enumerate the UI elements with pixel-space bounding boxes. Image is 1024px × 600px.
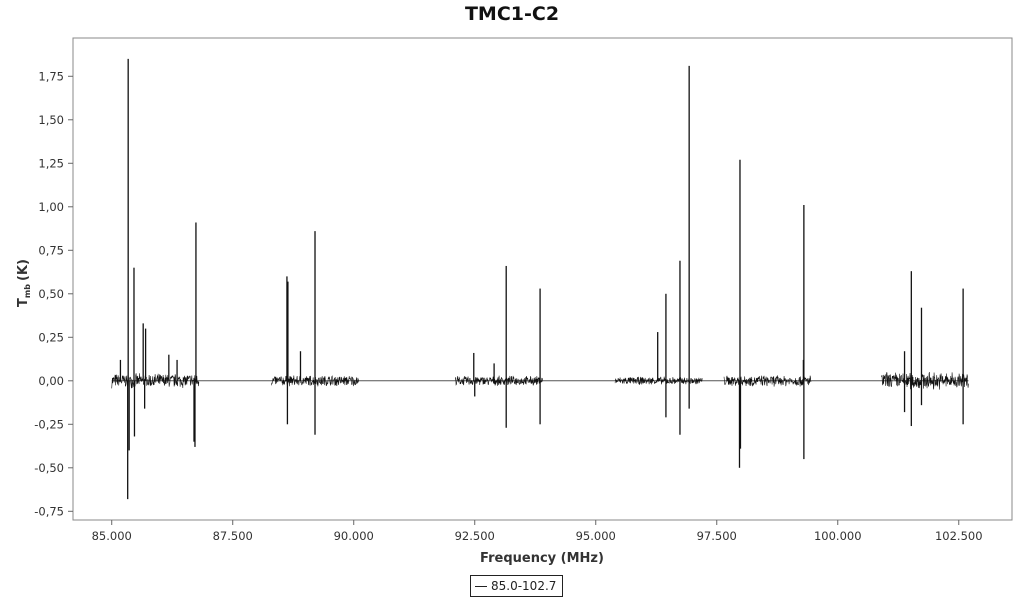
- legend-label: 85.0-102.7: [491, 579, 557, 593]
- noise-segment: [111, 373, 200, 389]
- x-tick-label: 95.000: [576, 529, 616, 543]
- y-axis-label: Tmb (K): [16, 259, 32, 307]
- noise-segment: [455, 375, 543, 386]
- x-tick-label: 85.000: [92, 529, 132, 543]
- y-tick-label: 1,25: [38, 156, 64, 170]
- y-tick-label: 0,75: [38, 243, 64, 257]
- x-tick-label: 87.500: [213, 529, 253, 543]
- x-tick-label: 92.500: [455, 529, 495, 543]
- y-tick-label: 0,00: [38, 374, 64, 388]
- y-tick-label: -0,50: [34, 461, 64, 475]
- y-axis-label-main: T: [16, 298, 31, 307]
- y-tick-label: 0,25: [38, 330, 64, 344]
- y-tick-label: 1,75: [38, 69, 64, 83]
- y-tick-label: 1,00: [38, 200, 64, 214]
- y-axis-label-unit: (K): [16, 259, 31, 281]
- chart-title: TMC1-C2: [464, 3, 560, 25]
- x-tick-label: 90.000: [334, 529, 374, 543]
- legend-swatch: [475, 585, 487, 587]
- spectral-lines: [119, 58, 964, 500]
- x-axis: 85.000 87.500 90.000 92.500 95.000 97.500 100.…: [92, 520, 983, 543]
- x-tick-label: 100.000: [814, 529, 862, 543]
- y-axis: -0,75 -0,50 -0,25 0,00 0,25 0,50 0,75 1,00 1,25 1…: [34, 69, 73, 518]
- y-tick-label: -0,75: [34, 504, 64, 518]
- legend: 85.0-102.7: [470, 575, 564, 597]
- noise-segment: [614, 376, 703, 385]
- plot-frame: [72, 37, 1013, 521]
- noise-segment: [723, 375, 812, 387]
- y-tick-label: -0,25: [34, 417, 64, 431]
- y-tick-label: 1,50: [38, 113, 64, 127]
- y-tick-label: 0,50: [38, 287, 64, 301]
- x-axis-label: Frequency (MHz): [480, 551, 604, 566]
- x-tick-label: 97.500: [697, 529, 737, 543]
- y-axis-label-sub: mb: [23, 284, 32, 298]
- noise-segment: [881, 372, 969, 390]
- x-tick-label: 102.500: [935, 529, 983, 543]
